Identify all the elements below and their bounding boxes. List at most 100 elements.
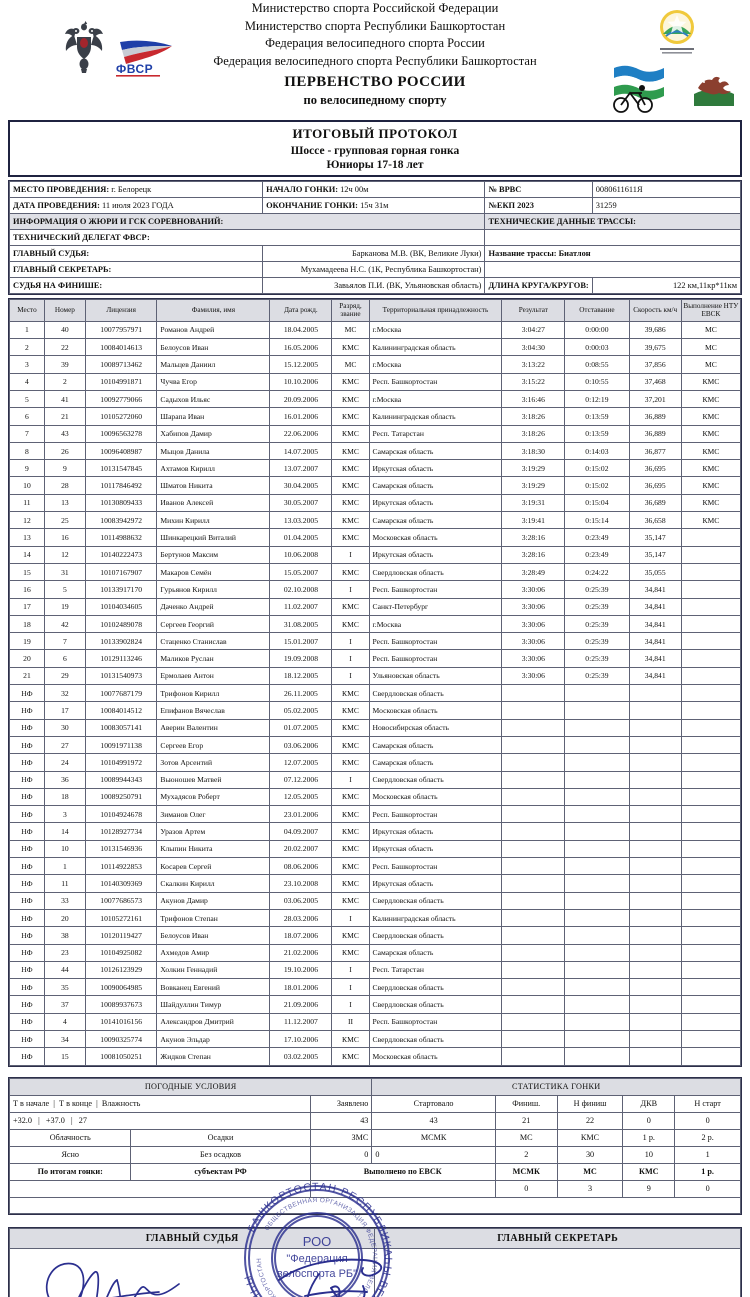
stats-evsk-values-row: 0 3 9 0 [9,1179,741,1198]
cell-number: 14 [43,822,86,841]
cell-rank: I [331,978,370,997]
track-name-value: Биатлон [558,248,591,258]
cell-ntu: КМС [680,511,742,530]
cell-territory: Московская область [368,1047,503,1066]
cell-territory: Иркутская область [368,822,503,841]
cell-place: 14 [9,545,45,564]
subject-label: субъектам РФ [130,1162,311,1181]
cell-dob: 03.06.2006 [269,735,333,755]
table-row: 9 9 10131547845 Ахтамов Кирилл 13.07.2007 КМС… [9,459,742,478]
cell-place: НФ [9,1012,45,1031]
cell-name: Мыцов Данила [156,441,271,461]
cell-license: 10140222473 [84,545,158,564]
cell-name: Трифонов Степан [156,908,271,928]
cell-dob: 17.10.2006 [269,1029,333,1049]
col-header-name: Фамилия, имя [156,299,271,322]
cell-result: 3:19:29 [501,459,566,478]
sep-2: | [94,1099,100,1109]
cell-result: 3:19:29 [501,476,566,495]
cell-ntu: КМС [680,372,742,392]
cell-gap: 0:25:39 [564,632,630,651]
cell-name: Ахтамов Кирилл [156,459,271,478]
stats-trailing-cell [9,1196,741,1214]
cell-dob: 20.09.2006 [269,389,333,409]
cell-rank: II [331,1012,370,1031]
cell-gap: 0:12:19 [564,389,630,409]
cell-number: 37 [43,995,86,1014]
cell-place: 19 [9,632,45,651]
cell-speed [628,857,682,876]
t-start-value: +32.0 [13,1116,32,1126]
cell-name: Шайдуллин Тимур [156,995,271,1014]
notstarted-value: 0 [674,1111,741,1130]
cell-license: 10105272161 [84,908,158,928]
track-section-header: ТЕХНИЧЕСКИЕ ДАННЫЕ ТРАССЫ: [484,213,741,230]
cell-result [501,735,566,755]
rank1-kms-value: 30 [556,1145,624,1164]
cell-name: Маликов Руслан [156,649,271,668]
cell-number: 18 [43,787,86,807]
cell-name: Романов Андрей [156,320,271,340]
cell-speed [628,805,682,824]
cell-number: 7 [43,632,86,651]
cell-ntu [680,1029,742,1049]
cell-territory: Самарская область [368,735,503,755]
cell-place: НФ [9,995,45,1014]
cell-place: НФ [9,822,45,841]
cell-place: 12 [9,511,45,530]
cell-dob: 13.03.2005 [269,511,333,530]
cell-result: 3:28:16 [501,528,566,547]
table-row: 5 41 10092779066 Садыхов Ильяс 20.09.2006 КМС… [9,389,742,409]
cell-place: НФ [9,857,45,876]
cell-result [501,805,566,824]
table-row: 16 5 10133917170 Гурьянов Кирилл 02.10.2008 I… [9,580,742,599]
cell-number: 10 [43,839,86,859]
cell-dob: 10.10.2006 [269,372,333,392]
cell-dob: 21.09.2006 [269,995,333,1014]
cell-number: 28 [43,476,86,495]
table-row: НФ 18 10089250791 Мухадясов Роберт 12.05.200… [9,787,742,807]
cell-speed: 39,675 [628,338,682,357]
cell-dob: 18.07.2006 [269,926,333,945]
cell-place: НФ [9,1029,45,1049]
cell-speed [628,978,682,997]
cell-place: 21 [9,666,45,686]
cell-place: 6 [9,407,45,426]
cell-name: Шарапа Иван [156,407,271,426]
cell-gap [564,1047,630,1066]
cell-gap [564,995,630,1014]
cell-license: 10089250791 [84,787,158,807]
cell-name: Ахмедов Амир [156,943,271,962]
cell-place: НФ [9,908,45,928]
cell-number: 27 [43,735,86,755]
cell-gap [564,1029,630,1049]
cell-speed: 36,689 [628,493,682,513]
cell-result [501,960,566,980]
results-header-row: Место Номер Лицензия Фамилия, имя Дата р… [9,299,742,322]
table-row: НФ 10 10131546936 Клыпин Никита 20.02.2007 КМ… [9,839,742,859]
cell-number: 34 [43,1029,86,1049]
cell-ntu: МС [680,320,742,340]
cell-license: 10091971138 [84,735,158,755]
info-row-finish-judge: СУДЬЯ НА ФИНИШЕ: Завьялов П.И. (ВК, Улья… [8,277,742,294]
cell-ntu [680,718,742,737]
cell-ntu [680,614,742,634]
cell-territory: Свердловская область [368,770,503,789]
cell-ntu [680,874,742,893]
cell-gap [564,701,630,720]
ekp-value: 31259 [591,197,742,214]
cell-ntu: МС [680,338,742,357]
ekp-label: №ЕКП 2023 [484,197,593,214]
cell-number: 39 [43,355,86,374]
cell-ntu [680,770,742,789]
cell-number: 12 [43,545,86,564]
track-name-cell: Название трассы: Биатлон [484,245,741,262]
protocol-age-group: Юниоры 17-18 лет [326,159,424,171]
cell-territory: Иркутская область [368,545,503,564]
notstarted-label: Н старт [674,1094,741,1113]
cell-result: 3:30:06 [501,614,566,634]
cell-territory: Респ. Татарстан [368,960,503,980]
cell-rank: I [331,545,370,564]
col-header-dob: Дата рожд. [269,299,333,322]
cell-place: 8 [9,441,45,461]
